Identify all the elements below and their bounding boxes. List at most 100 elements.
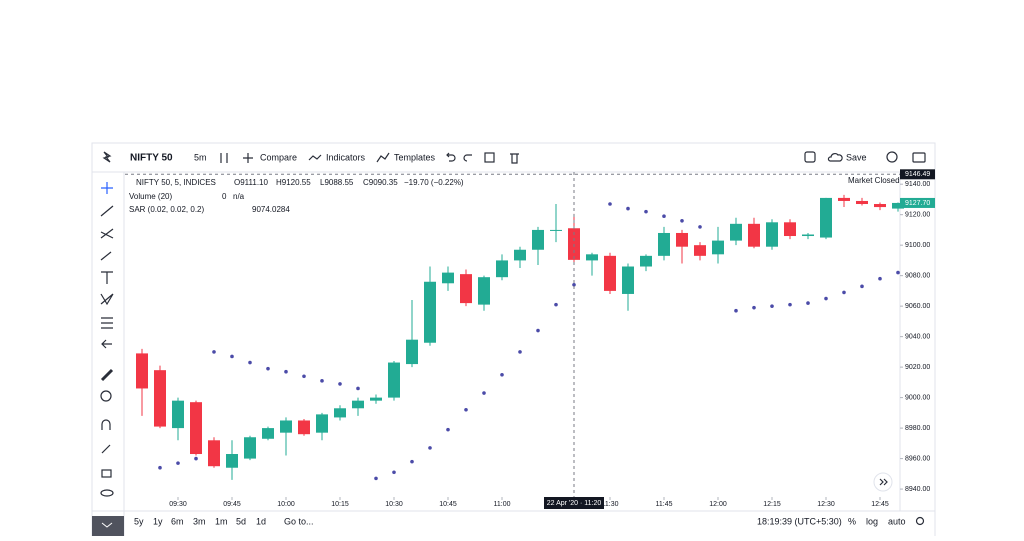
candle-body (820, 197, 832, 238)
candle-body (424, 281, 436, 343)
axis-settings[interactable] (915, 516, 925, 526)
crosshair-tool[interactable] (101, 182, 113, 194)
drawing-tools (100, 182, 114, 497)
text-tool[interactable] (101, 271, 113, 284)
undo[interactable] (446, 152, 456, 162)
trash[interactable] (510, 153, 519, 164)
x-tick-label: 11:45 (656, 501, 673, 508)
sar-dot (608, 202, 612, 206)
candle-body (208, 440, 220, 467)
y-tick-label: 9120.00 (905, 212, 930, 219)
x-tick-label: 11:00 (494, 501, 511, 508)
legend-change: −19.70 (−0.22%) (404, 178, 464, 187)
symbol[interactable]: NIFTY 50 (130, 153, 173, 164)
layout-icon[interactable] (804, 151, 816, 163)
legend-volume: Volume (20) (129, 192, 172, 201)
legend-low: L9088.55 (320, 178, 354, 187)
indicators-button[interactable]: Indicators (326, 152, 366, 162)
x-tick-label: 12:15 (763, 501, 781, 508)
sar-dot (464, 408, 468, 412)
auto-toggle[interactable]: auto (888, 516, 906, 526)
save-button[interactable]: Save (846, 152, 867, 162)
y-tick-label: 9080.00 (905, 273, 930, 280)
interval[interactable]: 5m (194, 152, 207, 162)
sar-dot (338, 382, 342, 386)
sar-dot (482, 391, 486, 395)
templates-icon[interactable] (376, 152, 390, 163)
collapse-icon (101, 522, 113, 528)
bars-icon[interactable] (220, 153, 228, 163)
brush-tool[interactable] (100, 251, 112, 261)
logo-icon[interactable] (102, 151, 112, 163)
x-tick-label: 11:30 (602, 501, 619, 508)
frame (91, 142, 936, 541)
legend-open: O9111.10 (234, 178, 269, 187)
candle-body (532, 229, 544, 250)
sar-dot (842, 290, 846, 295)
goto-button[interactable]: Go to... (284, 516, 314, 526)
settings[interactable] (886, 151, 898, 163)
magnet-tool[interactable] (101, 419, 111, 430)
zoom-tool[interactable] (100, 390, 112, 402)
clock: 18:19:39 (UTC+5:30) (757, 516, 842, 526)
candle-body (352, 400, 364, 409)
range-button[interactable]: 1y (153, 516, 163, 526)
sar-dot (680, 218, 684, 223)
indicators-icon[interactable] (308, 154, 322, 161)
templates-button[interactable]: Templates (394, 152, 436, 162)
pattern-tool[interactable] (100, 293, 114, 306)
stay-drawing-tool[interactable] (101, 444, 111, 454)
candle-body (370, 397, 382, 401)
candle-body (874, 204, 886, 208)
checkbox-icon[interactable] (484, 152, 495, 163)
sar-dot (662, 214, 666, 219)
compare-button[interactable]: Compare (260, 152, 297, 162)
redo[interactable] (463, 154, 472, 162)
snapshot[interactable] (912, 152, 926, 163)
candle-body (496, 260, 508, 278)
legend-sar: SAR (0.02, 0.02, 0.2) (129, 205, 204, 214)
lock-tool[interactable] (101, 469, 112, 478)
range-button[interactable]: 5y (134, 516, 144, 526)
range-button[interactable]: 5d (236, 516, 246, 526)
candle-body (640, 255, 652, 267)
x-tick-label: 12:30 (817, 501, 835, 508)
sar-dot (410, 459, 414, 464)
sar-dot (752, 305, 756, 310)
visibility-tool[interactable] (100, 489, 114, 497)
range-button[interactable]: 6m (171, 516, 184, 526)
sar-dot (284, 369, 288, 374)
percent-toggle[interactable]: % (848, 516, 856, 526)
sar-dot (698, 225, 702, 229)
range-button[interactable]: 1d (256, 516, 266, 526)
back-tool[interactable] (101, 339, 112, 349)
log-toggle[interactable]: log (866, 516, 878, 526)
compare-icon[interactable] (243, 153, 253, 163)
sar-dot (536, 328, 540, 333)
ruler-tool[interactable] (100, 368, 114, 382)
range-button[interactable]: 1m (215, 516, 228, 526)
sar-dot (392, 470, 396, 475)
candle-body (550, 229, 562, 231)
candle-body (604, 255, 616, 291)
candle-body (244, 437, 256, 459)
sar-dot (320, 379, 324, 383)
candle-body (658, 232, 670, 256)
sar-dot (302, 374, 306, 379)
trend-line-tool[interactable] (100, 205, 114, 217)
y-tick-label: 8940.00 (905, 486, 930, 493)
sar-dot (554, 302, 558, 307)
sar-dot (212, 350, 216, 354)
y-tick-label: 9060.00 (905, 303, 930, 310)
range-button[interactable]: 3m (193, 516, 206, 526)
prediction-tool[interactable] (101, 317, 113, 329)
y-tick-label: 9020.00 (905, 364, 930, 371)
candle-body (136, 353, 148, 389)
cloud-icon[interactable] (827, 153, 843, 162)
candle-body (856, 200, 868, 205)
fib-tool[interactable] (100, 228, 114, 239)
candle-body (280, 420, 292, 433)
candle-body (154, 370, 166, 427)
sar-dot (356, 386, 360, 391)
